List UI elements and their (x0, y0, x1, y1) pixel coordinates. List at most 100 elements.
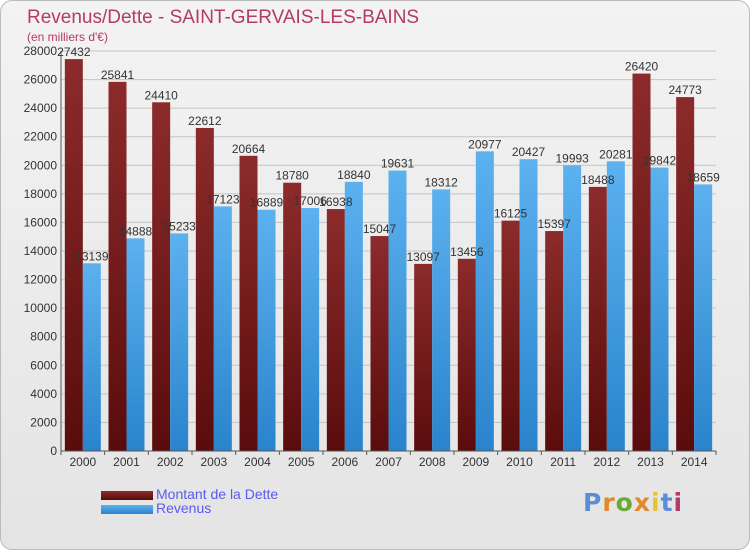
bar-revenus (170, 233, 189, 451)
bar-dette (326, 209, 345, 451)
value-label-dette: 13097 (406, 250, 440, 264)
x-tick-label: 2014 (681, 455, 708, 469)
chart-subtitle: (en milliers d'€) (27, 30, 108, 44)
bar-revenus (126, 238, 145, 451)
value-label-revenus: 19842 (643, 154, 677, 168)
bar-dette (152, 102, 171, 452)
x-tick-label: 2004 (244, 455, 271, 469)
y-tick-label: 10000 (24, 301, 58, 315)
axes: 0 2000 4000 6000 8000 10000 12000 14000 16000 180… (24, 44, 717, 469)
bar-revenus (694, 184, 713, 451)
value-label-revenus: 20427 (512, 145, 546, 159)
bar-dette (588, 186, 607, 451)
bar-revenus (519, 159, 538, 451)
value-label-dette: 18780 (275, 169, 309, 183)
value-labels: 27432 13139 25841 14888 24410 15233 22612 17123… (57, 45, 720, 264)
x-tick-label: 2010 (506, 455, 533, 469)
value-label-dette: 22612 (188, 114, 222, 128)
value-label-revenus: 18840 (337, 168, 371, 182)
y-tick-label: 26000 (24, 73, 58, 87)
y-tick-label: 2000 (30, 415, 57, 429)
y-tick-label: 20000 (24, 158, 58, 172)
value-label-dette: 15047 (363, 222, 397, 236)
value-label-revenus: 14888 (119, 224, 153, 238)
bar-dette (501, 220, 520, 451)
value-label-revenus: 13139 (75, 249, 109, 263)
bar-revenus (563, 165, 582, 451)
value-label-revenus: 20281 (599, 147, 633, 161)
bar-revenus (388, 170, 407, 452)
bars (64, 59, 713, 452)
x-tick-label: 2003 (200, 455, 227, 469)
value-label-dette: 20664 (232, 142, 266, 156)
bar-revenus (82, 263, 101, 451)
bar-dette (283, 182, 302, 451)
bar-dette (545, 231, 564, 451)
bar-revenus (213, 206, 232, 451)
bar-dette (370, 236, 389, 451)
bar-revenus (344, 181, 363, 451)
legend-label-revenus: Revenus (156, 500, 212, 516)
bar-dette (676, 97, 695, 451)
y-tick-label: 24000 (24, 101, 58, 115)
value-label-dette: 13456 (450, 245, 484, 259)
bar-dette (414, 263, 433, 451)
value-label-revenus: 15233 (162, 219, 196, 233)
x-tick-label: 2005 (288, 455, 315, 469)
legend-swatch-dette (101, 491, 153, 500)
bar-dette (195, 127, 214, 451)
value-label-dette: 16938 (319, 195, 353, 209)
logo-letter: i (673, 488, 684, 517)
x-tick-label: 2001 (113, 455, 140, 469)
value-label-dette: 18488 (581, 173, 615, 187)
value-label-revenus: 18312 (424, 175, 458, 189)
value-label-revenus: 17123 (206, 192, 240, 206)
y-tick-label: 4000 (30, 387, 57, 401)
bar-revenus (257, 209, 276, 451)
value-label-dette: 27432 (57, 45, 91, 59)
y-tick-label: 6000 (30, 358, 57, 372)
y-tick-label: 28000 (24, 44, 58, 58)
bar-revenus (432, 189, 451, 451)
logo-letter: t (660, 488, 674, 517)
value-label-dette: 25841 (101, 68, 135, 82)
y-tick-label: 0 (50, 444, 57, 458)
chart-title: Revenus/Dette - SAINT-GERVAIS-LES-BAINS (27, 7, 420, 28)
y-tick-label: 16000 (24, 215, 58, 229)
bar-dette (108, 81, 127, 451)
bar-revenus (301, 208, 320, 451)
value-label-dette: 24410 (144, 88, 178, 102)
value-label-dette: 24773 (668, 83, 702, 97)
y-tick-label: 12000 (24, 273, 58, 287)
x-tick-label: 2007 (375, 455, 402, 469)
logo-letter: o (615, 488, 634, 517)
logo-letter: x (633, 488, 651, 517)
bar-dette (632, 73, 651, 452)
value-label-dette: 16125 (494, 207, 528, 221)
bar-dette (64, 59, 83, 451)
y-tick-label: 18000 (24, 187, 58, 201)
legend-label-dette: Montant de la Dette (156, 486, 279, 502)
bar-revenus (606, 161, 625, 451)
x-tick-label: 2008 (419, 455, 446, 469)
value-label-dette: 26420 (625, 60, 659, 74)
value-label-revenus: 18659 (686, 170, 720, 184)
logo-letter: P (583, 488, 603, 517)
bar-dette (239, 155, 258, 452)
x-tick-label: 2011 (550, 455, 576, 469)
value-label-revenus: 19993 (555, 151, 589, 165)
bar-revenus (475, 151, 494, 452)
value-label-revenus: 17006 (293, 194, 327, 208)
x-tick-label: 2006 (331, 455, 358, 469)
y-tick-label: 22000 (24, 130, 58, 144)
value-label-dette: 15397 (537, 217, 571, 231)
proxiti-logo: Proxiti (583, 488, 683, 517)
x-tick-label: 2012 (593, 455, 620, 469)
logo-letter: i (651, 488, 661, 517)
value-label-revenus: 20977 (468, 137, 502, 151)
y-tick-label: 14000 (24, 244, 58, 258)
bar-revenus (650, 167, 669, 452)
legend-swatch-revenus (101, 505, 153, 514)
